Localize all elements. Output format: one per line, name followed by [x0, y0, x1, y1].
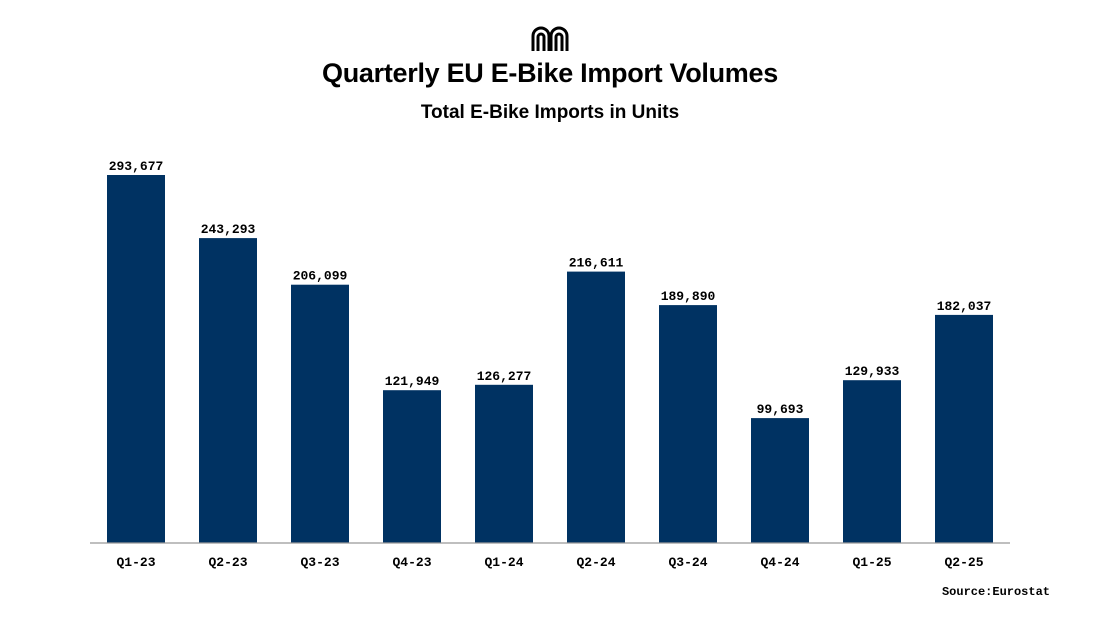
x-tick-label: Q4-23 [392, 555, 431, 570]
data-label: 189,890 [661, 289, 716, 304]
bar-q3-23 [291, 284, 349, 543]
chart-title: Quarterly EU E-Bike Import Volumes [322, 58, 778, 88]
x-tick-label: Q1-24 [484, 555, 523, 570]
x-tick-label: Q2-23 [208, 555, 247, 570]
x-tick-label: Q2-24 [576, 555, 615, 570]
data-label: 129,933 [845, 364, 900, 379]
chart-subtitle: Total E-Bike Imports in Units [420, 102, 680, 123]
bar-q1-23 [107, 175, 165, 543]
bar-q1-24 [475, 384, 533, 543]
bar-q4-23 [383, 390, 441, 543]
bar-q2-23 [199, 238, 257, 543]
source-note: Source:Eurostat [941, 585, 1050, 599]
data-label: 126,277 [477, 369, 532, 384]
bar-q1-25 [843, 380, 901, 543]
bar-q2-24 [567, 271, 625, 543]
data-label: 243,293 [201, 222, 256, 237]
bar-q3-24 [659, 305, 717, 543]
x-tick-label: Q1-25 [852, 555, 891, 570]
data-label: 206,099 [293, 269, 348, 284]
x-tick-label: Q4-24 [760, 555, 799, 570]
x-tick-label: Q3-24 [668, 555, 707, 570]
data-label: 121,949 [385, 374, 440, 389]
bar-q4-24 [751, 418, 809, 543]
x-tick-label: Q3-23 [300, 555, 339, 570]
data-label: 182,037 [937, 299, 992, 314]
data-label: 293,677 [109, 159, 164, 174]
data-label: 216,611 [569, 256, 624, 271]
arch-logo-icon [531, 26, 569, 51]
bar-q2-25 [935, 314, 993, 543]
data-label: 99,693 [757, 402, 804, 417]
x-tick-label: Q2-25 [944, 555, 983, 570]
x-tick-label: Q1-23 [116, 555, 155, 570]
